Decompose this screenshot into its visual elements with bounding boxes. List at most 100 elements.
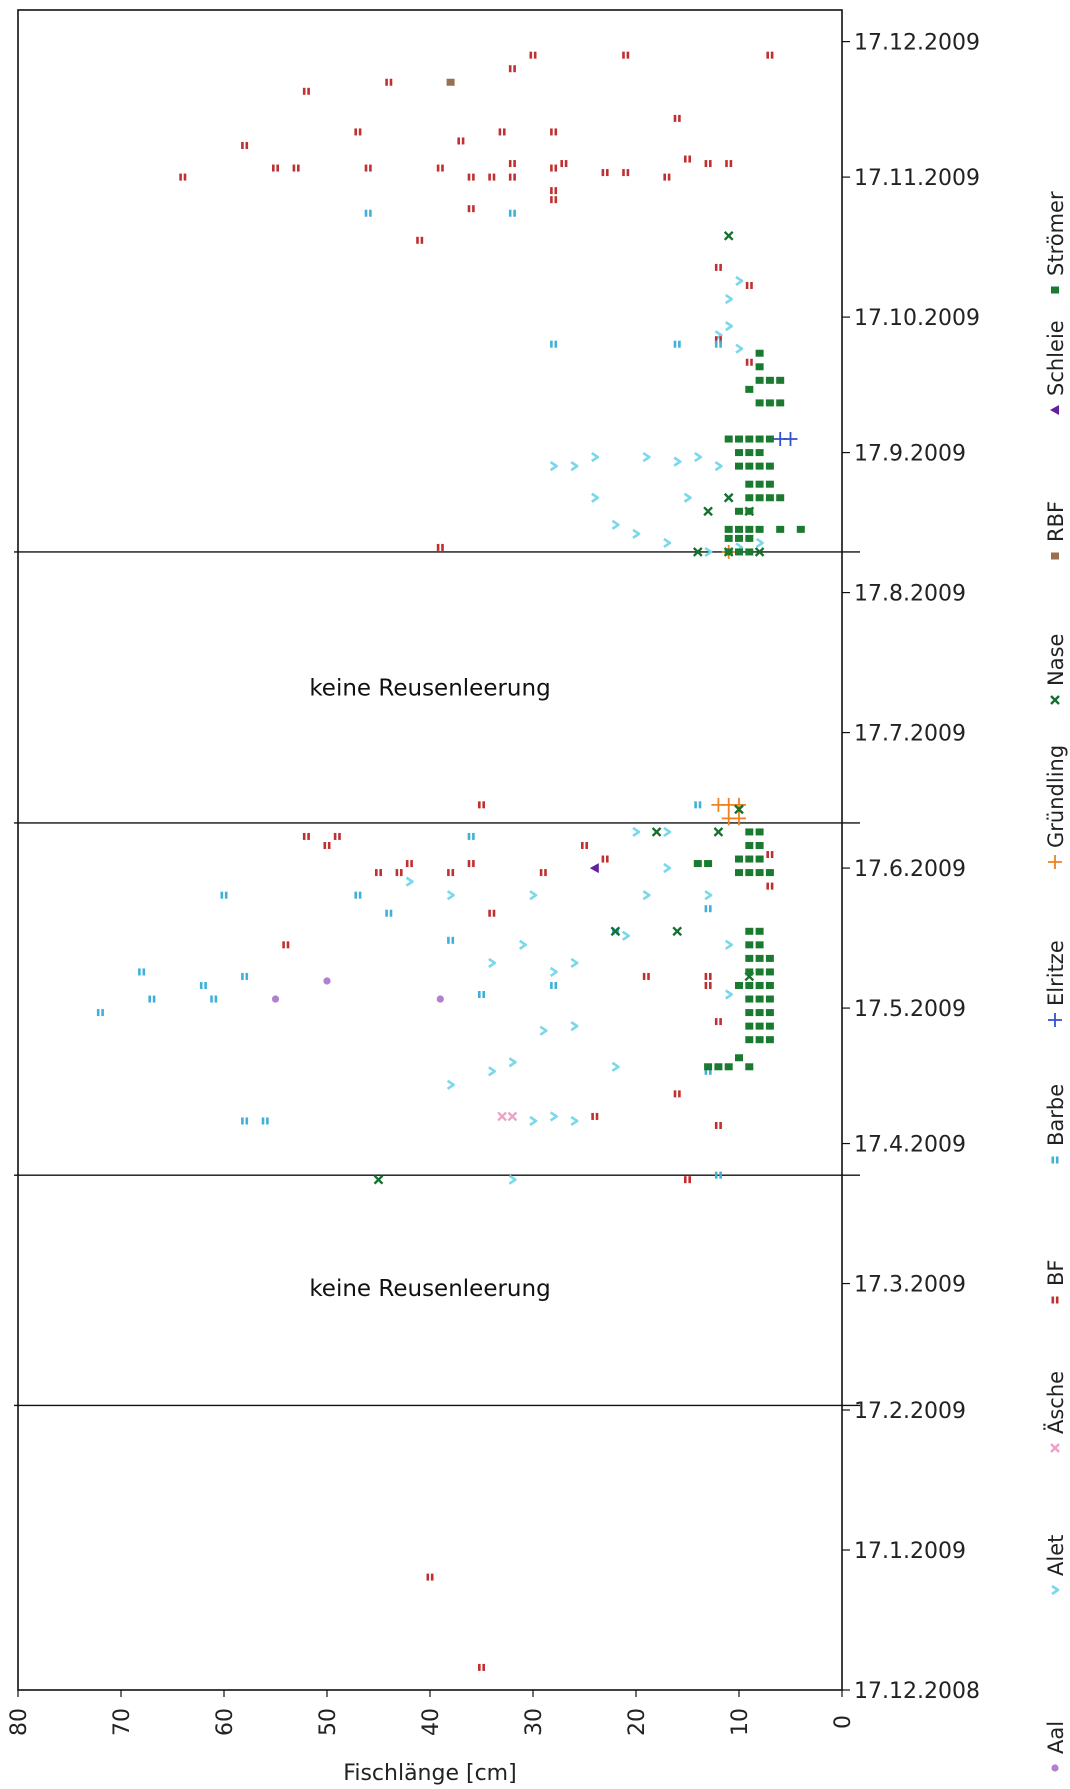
- data-point: [1051, 1584, 1060, 1596]
- data-point: [704, 981, 712, 989]
- data-point: [354, 128, 362, 136]
- data-point: [364, 164, 372, 172]
- data-point: [765, 399, 774, 407]
- data-point: [704, 160, 712, 168]
- data-point: [148, 995, 156, 1003]
- data-point: [755, 941, 764, 949]
- data-point: [508, 1174, 517, 1185]
- data-point: [724, 534, 733, 542]
- data-point: [488, 957, 497, 968]
- legend-item: Strömer: [1044, 191, 1068, 294]
- data-point: [508, 173, 516, 181]
- data-point: [714, 263, 722, 271]
- series-Gründling: [711, 544, 746, 826]
- x-tick-label: 0: [831, 1715, 856, 1729]
- legend-label: RBF: [1044, 501, 1068, 542]
- data-point: [684, 1176, 691, 1184]
- data-point: [447, 936, 455, 944]
- data-point: [436, 995, 444, 1003]
- data-point: [550, 164, 558, 172]
- data-point: [518, 939, 527, 950]
- data-point: [642, 452, 651, 463]
- data-point: [436, 543, 444, 551]
- data-point: [497, 1111, 507, 1122]
- data-point: [745, 435, 754, 443]
- series-Strömer: [693, 349, 805, 1071]
- data-point: [673, 114, 681, 122]
- data-point: [755, 869, 764, 877]
- data-point: [323, 977, 331, 985]
- data-point: [765, 869, 774, 877]
- data-point: [745, 385, 754, 393]
- data-point: [478, 991, 485, 999]
- data-point: [570, 1115, 579, 1127]
- data-point: [724, 293, 733, 305]
- data-point: [395, 869, 403, 877]
- data-point: [755, 828, 764, 836]
- data-point: [589, 863, 599, 874]
- data-point: [766, 51, 774, 59]
- data-point: [745, 1022, 754, 1030]
- data-point: [611, 1061, 620, 1072]
- data-point: [467, 173, 475, 181]
- data-point: [776, 376, 785, 384]
- legend-item: BF: [1044, 1260, 1068, 1304]
- data-point: [755, 981, 764, 989]
- data-point: [529, 890, 538, 901]
- data-point: [622, 169, 630, 177]
- data-point: [447, 869, 455, 877]
- data-point: [755, 995, 764, 1003]
- data-point: [745, 995, 754, 1003]
- legend-label: Nase: [1044, 634, 1068, 686]
- y-tick-label: 17.8.2009: [854, 582, 966, 607]
- legend-label: Barbe: [1044, 1084, 1068, 1146]
- legend-item: Gründling: [1044, 745, 1068, 869]
- data-point: [364, 209, 372, 217]
- legend-item: Barbe: [1044, 1084, 1068, 1164]
- data-point: [745, 927, 754, 935]
- data-point: [745, 941, 754, 949]
- data-point: [416, 236, 424, 244]
- data-point: [745, 841, 754, 849]
- data-point: [581, 841, 588, 849]
- data-point: [745, 480, 754, 488]
- y-tick-label: 17.2.2009: [854, 1399, 966, 1424]
- x-tick-label: 80: [7, 1708, 32, 1736]
- data-point: [765, 435, 774, 443]
- data-point: [765, 1009, 774, 1017]
- data-point: [673, 1090, 681, 1098]
- data-point: [271, 995, 280, 1003]
- data-point: [663, 862, 672, 874]
- data-point: [591, 1112, 599, 1120]
- data-point: [724, 435, 733, 443]
- series-Äsche: [497, 1111, 518, 1122]
- data-point: [1051, 286, 1059, 294]
- data-point: [694, 452, 703, 463]
- data-point: [725, 160, 733, 168]
- data-point: [735, 869, 743, 877]
- data-point: [776, 399, 785, 407]
- legend-item: Äsche: [1043, 1371, 1068, 1453]
- data-point: [478, 801, 485, 809]
- data-point: [765, 981, 774, 989]
- data-point: [549, 461, 558, 472]
- data-point: [549, 966, 558, 978]
- legend-label: BF: [1044, 1260, 1068, 1287]
- data-point: [610, 926, 621, 937]
- y-axis-ticks: 17.12.2008 17.1.2009 17.2.2009 17.3.2009 17.…: [842, 31, 980, 1704]
- data-point: [1050, 405, 1059, 415]
- legend-label: Elritze: [1044, 940, 1068, 1006]
- series-Elritze: [773, 432, 798, 447]
- data-point: [373, 1174, 384, 1185]
- data-point: [724, 525, 733, 533]
- x-tick-label: 70: [110, 1708, 135, 1736]
- data-point: [642, 972, 650, 980]
- data-point: [755, 462, 764, 470]
- legend-label: Schleie: [1044, 320, 1068, 396]
- data-point: [1051, 1296, 1059, 1304]
- data-point: [755, 968, 764, 976]
- data-point: [755, 1009, 764, 1017]
- data-point: [776, 494, 785, 502]
- data-point: [632, 528, 641, 539]
- data-point: [732, 811, 746, 826]
